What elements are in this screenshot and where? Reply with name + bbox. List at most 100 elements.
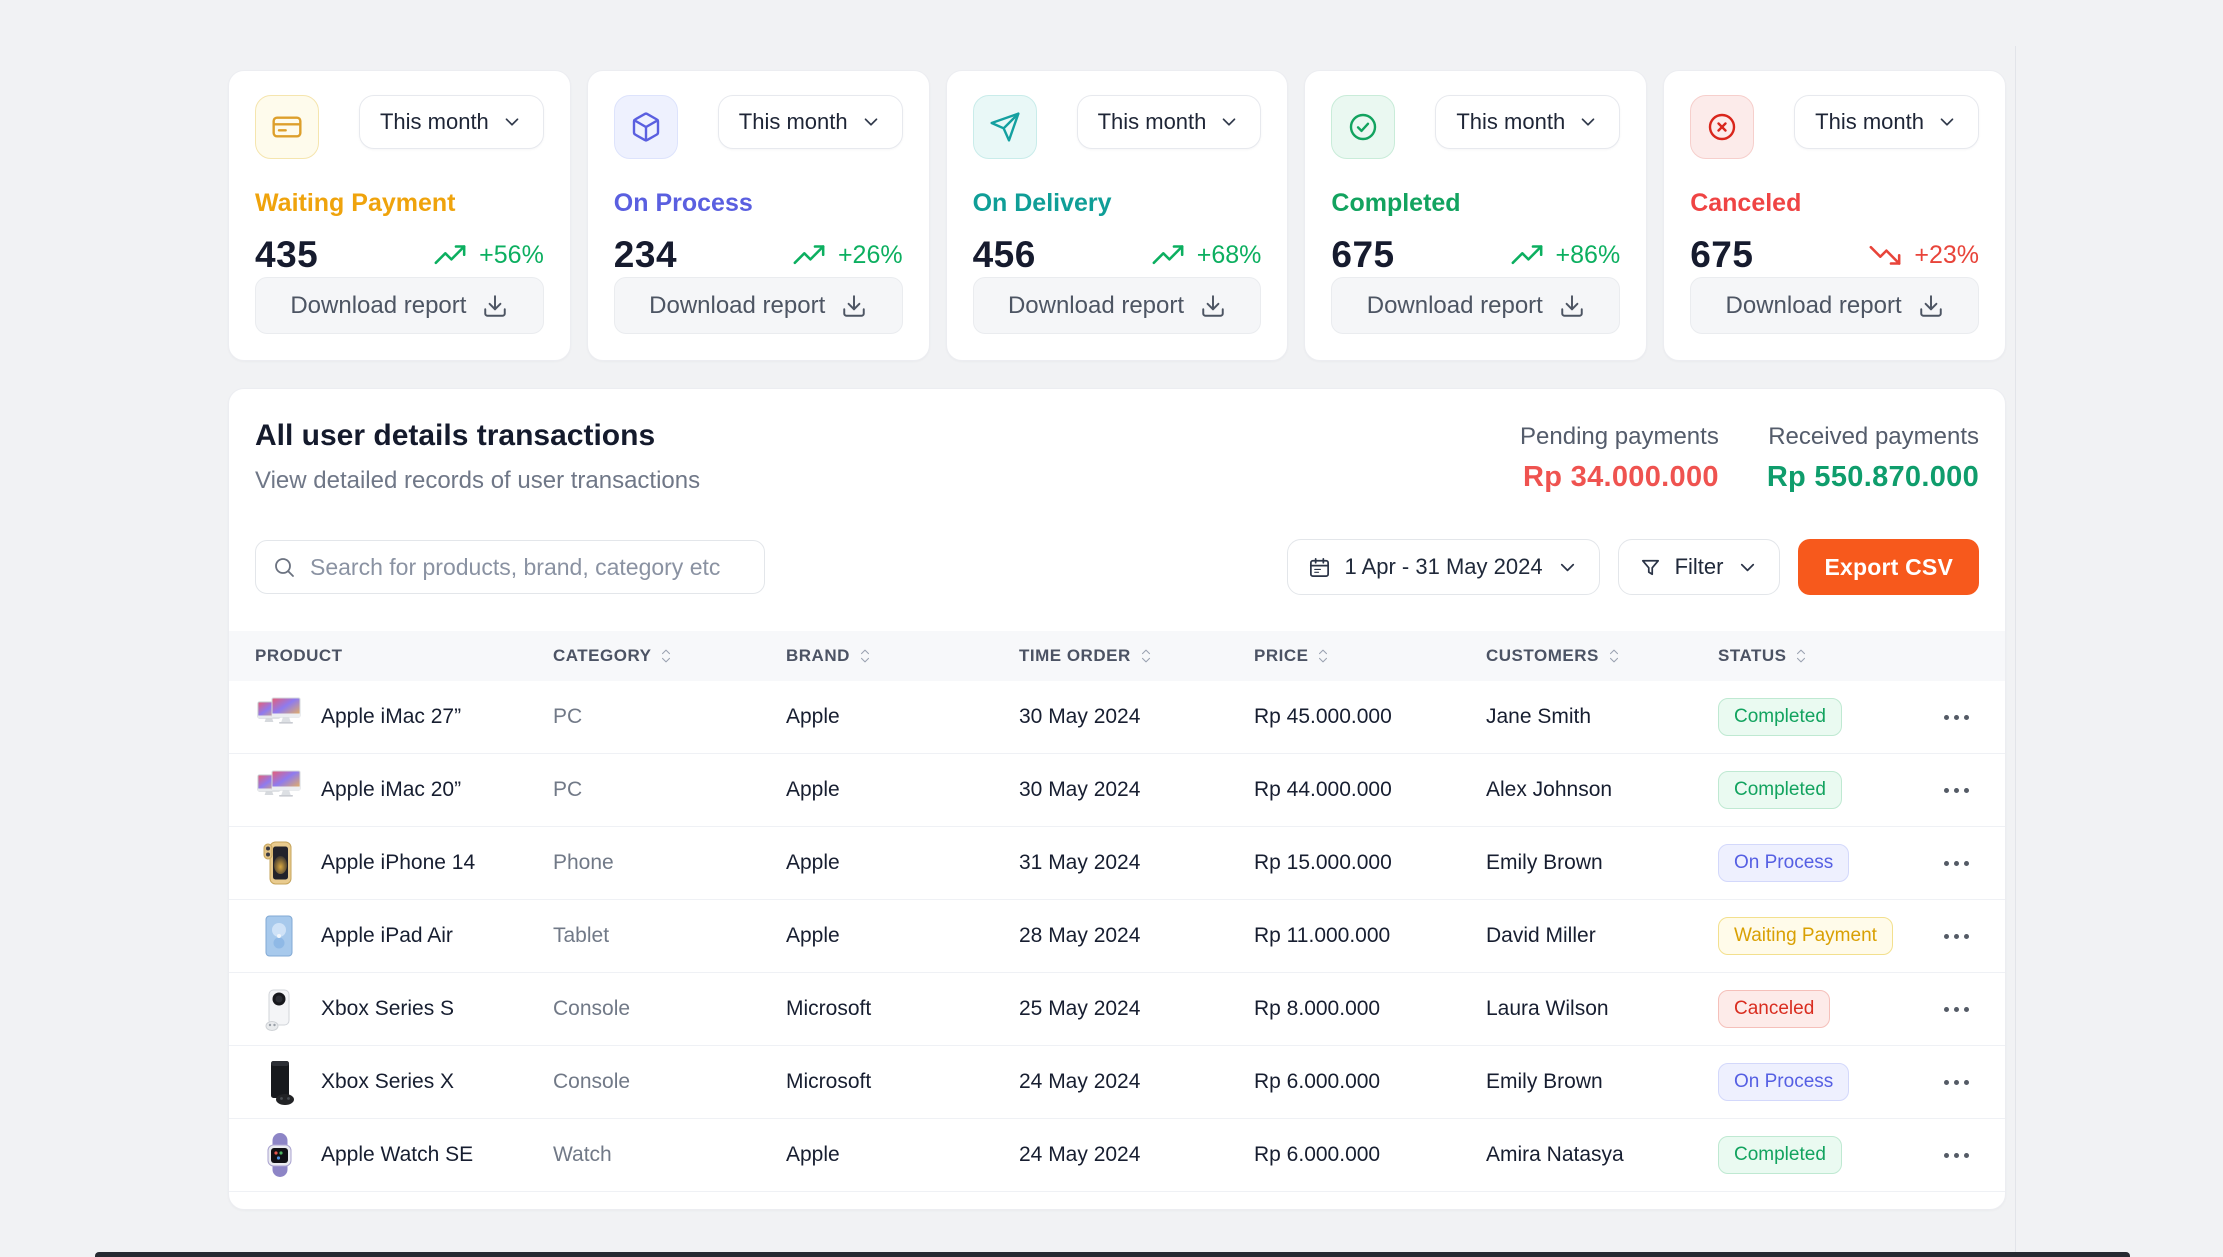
sort-icon[interactable] [659, 646, 673, 666]
product-cell: Apple iPhone 14 [255, 839, 553, 887]
table-row[interactable]: Xbox Series X Console Microsoft 24 May 2… [229, 1046, 2005, 1119]
trend-value: +26% [837, 240, 903, 269]
page-subtitle: View detailed records of user transactio… [255, 467, 701, 494]
row-menu-button[interactable] [1942, 926, 1971, 947]
trending-up-icon [1510, 238, 1544, 272]
column-header[interactable]: TIME ORDER [1019, 646, 1254, 666]
row-menu-button[interactable] [1942, 1145, 1971, 1166]
ipad-thumb [255, 912, 303, 960]
column-header[interactable]: CATEGORY [553, 646, 786, 666]
product-cell: Xbox Series S [255, 985, 553, 1033]
column-label: PRODUCT [255, 646, 343, 665]
chevron-down-icon [1218, 111, 1240, 133]
date-range-picker[interactable]: 1 Apr - 31 May 2024 [1287, 539, 1600, 595]
category-cell: Console [553, 1070, 631, 1093]
xbox-x-thumb [255, 1058, 303, 1106]
row-menu-button[interactable] [1942, 707, 1971, 728]
table-row[interactable]: Apple iPad Air Tablet Apple 28 May 2024 … [229, 900, 2005, 973]
period-dropdown[interactable]: This month [1794, 95, 1979, 149]
price-cell: Rp 11.000.000 [1254, 924, 1391, 947]
period-dropdown[interactable]: This month [1435, 95, 1621, 149]
product-cell: Xbox Series X [255, 1058, 553, 1106]
trend-value: +68% [1196, 240, 1262, 269]
row-actions-cell [1925, 780, 1979, 801]
filter-label: Filter [1674, 554, 1724, 579]
received-payments-label: Received payments [1768, 423, 1979, 450]
table-row[interactable]: Apple iMac 27” PC Apple 30 May 2024 Rp 4… [229, 681, 2005, 754]
period-label: This month [379, 109, 489, 134]
status-cell: Completed [1718, 698, 1925, 736]
row-menu-button[interactable] [1942, 1072, 1971, 1093]
time-order-cell: 28 May 2024 [1019, 924, 1141, 947]
column-label: CUSTOMERS [1486, 646, 1599, 665]
search-input[interactable] [308, 552, 748, 582]
column-header[interactable]: STATUS [1718, 646, 1925, 666]
sort-icon[interactable] [1794, 646, 1808, 666]
customer-cell: David Miller [1486, 924, 1596, 947]
sort-icon[interactable] [1139, 646, 1153, 666]
download-report-button[interactable]: Download report [1690, 277, 1979, 334]
table-row[interactable]: Apple iMac 20” PC Apple 30 May 2024 Rp 4… [229, 754, 2005, 827]
column-header[interactable]: PRODUCT [255, 646, 553, 666]
download-report-label: Download report [1007, 291, 1185, 319]
table-row[interactable]: Apple Watch SE Watch Apple 24 May 2024 R… [229, 1119, 2005, 1192]
column-header[interactable]: PRICE [1254, 646, 1486, 666]
period-dropdown[interactable]: This month [1076, 95, 1262, 149]
x-circle-icon [1690, 95, 1755, 159]
download-icon [1200, 293, 1226, 319]
stat-card: This month Completed 675 +86% Download r… [1304, 70, 1648, 361]
chevron-down-icon [1577, 111, 1599, 133]
download-report-button[interactable]: Download report [255, 277, 544, 334]
brand-cell: Apple [786, 778, 840, 801]
status-cell: Waiting Payment [1718, 917, 1925, 955]
sort-icon[interactable] [1607, 646, 1621, 666]
product-name: Apple iMac 27” [321, 705, 462, 728]
period-dropdown[interactable]: This month [717, 95, 903, 149]
transactions-card: All user details transactions View detai… [228, 388, 2006, 1210]
row-menu-button[interactable] [1942, 853, 1971, 874]
search-box[interactable] [255, 540, 765, 594]
category-cell: Tablet [553, 924, 610, 947]
download-report-label: Download report [1725, 291, 1902, 319]
sort-icon[interactable] [858, 646, 872, 666]
cube-icon [613, 95, 678, 159]
download-report-button[interactable]: Download report [1331, 277, 1621, 334]
stat-value: 435 [255, 234, 319, 275]
row-menu-button[interactable] [1942, 780, 1971, 801]
table-controls: 1 Apr - 31 May 2024 Filter Export CSV [255, 539, 1979, 595]
customer-cell: Emily Brown [1486, 851, 1603, 874]
status-badge: On Process [1718, 844, 1850, 882]
column-header[interactable]: BRAND [786, 646, 1019, 666]
search-icon [272, 555, 296, 579]
period-label: This month [738, 109, 848, 134]
send-icon [972, 95, 1037, 159]
table-row[interactable]: Apple iPhone 14 Phone Apple 31 May 2024 … [229, 827, 2005, 900]
column-label: CATEGORY [553, 646, 652, 665]
stat-value-row: 234 +26% [614, 234, 903, 276]
product-cell: Apple Watch SE [255, 1131, 553, 1179]
table-row[interactable]: Xbox Series S Console Microsoft 25 May 2… [229, 973, 2005, 1046]
download-report-button[interactable]: Download report [972, 277, 1262, 334]
customer-cell: Jane Smith [1486, 705, 1592, 728]
row-actions-cell [1925, 707, 1979, 728]
column-label: PRICE [1254, 646, 1309, 665]
received-payments: Received payments Rp 550.870.000 [1767, 423, 1979, 495]
product-name: Apple iPhone 14 [321, 851, 476, 874]
status-cell: Completed [1718, 1136, 1925, 1174]
export-csv-button[interactable]: Export CSV [1798, 539, 1979, 595]
download-icon [1559, 293, 1585, 319]
stat-trend: +86% [1510, 238, 1620, 272]
stat-value-row: 675 +23% [1690, 234, 1979, 276]
stat-card-top: This month [613, 95, 903, 159]
sort-icon[interactable] [1316, 646, 1330, 666]
customer-cell: Laura Wilson [1486, 997, 1609, 1020]
stat-title: Waiting Payment [255, 189, 456, 217]
customer-cell: Alex Johnson [1486, 778, 1613, 801]
product-name: Apple Watch SE [321, 1143, 474, 1166]
filter-button[interactable]: Filter [1617, 539, 1781, 595]
row-menu-button[interactable] [1942, 999, 1971, 1020]
imac-thumb [255, 766, 303, 814]
period-dropdown[interactable]: This month [358, 95, 544, 149]
download-report-button[interactable]: Download report [613, 277, 903, 334]
column-header[interactable]: CUSTOMERS [1486, 646, 1718, 666]
